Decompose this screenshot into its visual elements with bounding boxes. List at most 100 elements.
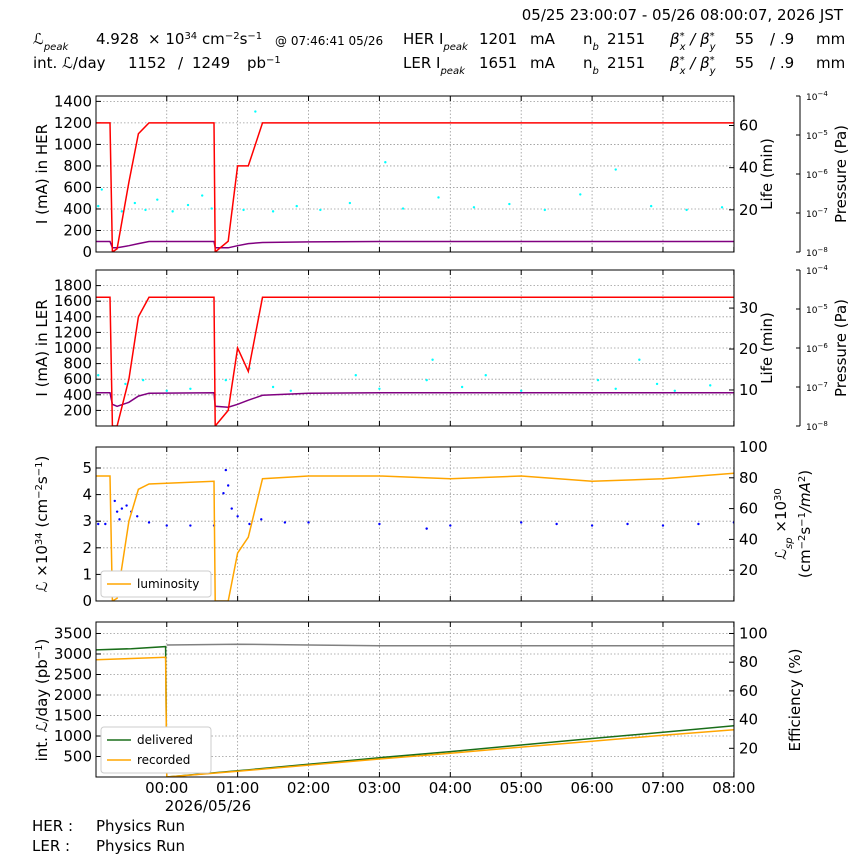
data-point [449,524,452,527]
her-status-label: HER : [32,817,73,835]
y2-axis-label: Life (min) [758,312,776,384]
data-point [224,468,228,472]
lpeak-unit: × 1034 cm−2s−1 [148,30,262,48]
y-tick-label: 600 [63,178,92,196]
data-point [289,389,293,392]
y-tick-label: 1 [82,565,92,583]
y2-tick-label: 80 [739,469,758,487]
data-point [189,524,192,527]
y2-tick-label: 10 [739,381,758,399]
y-tick-label: 2000 [54,686,92,704]
x-tick-label: 03:00 [358,779,401,797]
y-tick-label: 1400 [54,308,92,326]
part: (cm [33,499,51,532]
data-point [97,374,100,377]
data-point [118,518,121,521]
data-point [508,202,511,206]
y-tick-label: 2500 [54,665,92,683]
sup: 34 [34,532,45,545]
data-point [271,210,275,213]
sub: sp [784,537,795,549]
label: / β [686,54,711,72]
data-point [226,484,230,487]
part: ℒ ×10 [33,545,51,592]
her-status: Physics Run [96,817,185,835]
y2-tick-label: 80 [739,653,758,671]
data-point [113,499,116,503]
ler-beta-y: / .9 [770,54,794,72]
base: 10 [806,384,818,394]
y2-tick-label: 60 [739,117,758,135]
sup: −1 [247,31,262,42]
y2-tick-label: 20 [739,561,758,579]
base: 10 [806,132,818,142]
series-line [96,392,734,408]
her-beta-x: 55 [735,30,754,48]
base: 10 [806,423,818,433]
exponent: −8 [817,246,827,254]
base: 10 [806,210,818,220]
ler-ipeak-label: LER Ipeak [403,54,466,77]
y-tick-label: 1600 [54,292,92,310]
data-point [120,507,124,510]
data-point [100,188,103,191]
series-line [96,296,734,426]
data-point [555,522,558,526]
sup: −1 [34,644,45,659]
y3-tick-label: 10−7 [806,207,828,220]
ler-beta-label: β* x / β* y [669,54,717,77]
data-point [425,378,428,382]
sub: y [709,66,717,77]
data-point [141,378,145,382]
y-axis-label: int. ℒ/day (pb−1) [33,639,51,762]
part: ) [33,456,51,462]
x-tick-label: 00:00 [145,779,188,797]
ler-status: Physics Run [96,837,185,855]
sub: y [709,42,717,53]
label: β [669,30,680,48]
y-tick-label: 3000 [54,645,92,663]
data-point [254,110,257,113]
x-tick-label: 06:00 [570,779,613,797]
legend-label: recorded [137,753,190,767]
lpeak-label: ℒpeak [33,30,69,53]
y3-tick-label: 10−4 [806,90,828,103]
y3-tick-label: 10−6 [806,168,828,181]
label: n [583,30,593,48]
data-point [319,208,322,212]
y-tick-label: 2 [82,539,92,557]
y2-axis-label: Efficiency (%) [786,649,804,752]
x-tick-label: 04:00 [429,779,472,797]
base: 10 [806,171,818,181]
data-point [224,378,228,382]
y-tick-label: 1200 [54,323,92,341]
int-sep: / [178,54,184,72]
label: n [583,54,593,72]
data-point [614,387,617,390]
y-tick-label: 500 [63,747,92,765]
y3-tick-label: 10−8 [806,420,828,433]
exponent: −6 [817,342,828,350]
x-tick-label: 07:00 [641,779,684,797]
data-point [348,201,352,205]
her-nb: 2151 [607,30,645,48]
ler-unit: mA [530,54,556,72]
base: 10 [806,345,818,355]
data-point [431,358,434,361]
y2-tick-label: 60 [739,682,758,700]
sup: −2 [34,484,45,499]
data-point [437,196,440,199]
data-point [697,522,700,526]
y2-tick-label: 40 [739,711,758,729]
int-label: int. ℒ/day [33,54,106,72]
data-point [186,203,190,207]
label: HER I [403,30,443,48]
data-point [661,524,665,527]
y-tick-label: 1800 [54,277,92,295]
label: / β [686,30,711,48]
y-tick-label: 1200 [54,114,92,132]
data-point [189,387,192,390]
base: 10 [806,267,818,277]
data-point [649,204,653,208]
her-ipeak: 1201 [479,30,517,48]
